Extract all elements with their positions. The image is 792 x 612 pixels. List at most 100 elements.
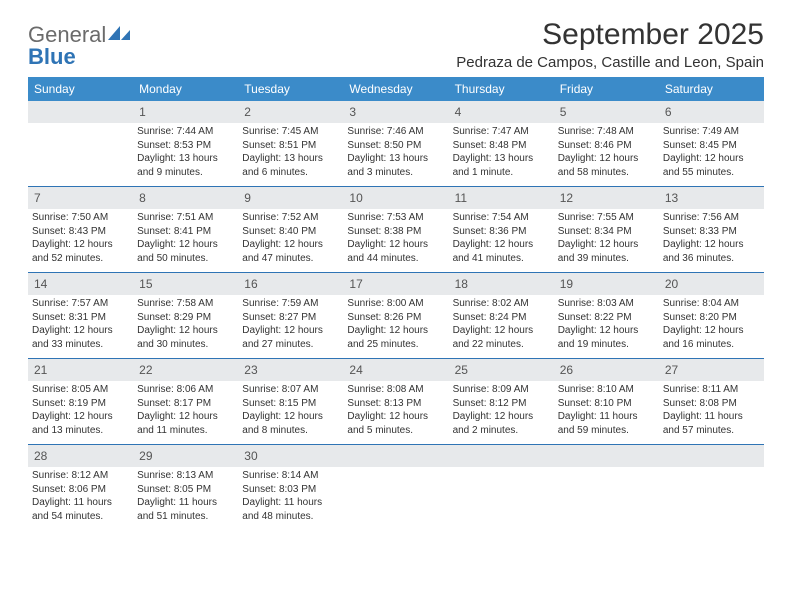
day-body: Sunrise: 7:53 AMSunset: 8:38 PMDaylight:… [347,209,444,265]
sunset-text: Sunset: 8:27 PM [242,311,339,325]
day-number: 3 [349,105,356,119]
day-body: Sunrise: 7:55 AMSunset: 8:34 PMDaylight:… [558,209,655,265]
day-number: 25 [455,363,468,377]
day-body: Sunrise: 8:12 AMSunset: 8:06 PMDaylight:… [32,467,129,523]
sunrise-text: Sunrise: 8:13 AM [137,469,234,483]
day-cell: . [28,101,133,185]
daylight-text: Daylight: 13 hours and 9 minutes. [137,152,234,179]
sunset-text: Sunset: 8:26 PM [347,311,444,325]
sunset-text: Sunset: 8:29 PM [137,311,234,325]
day-number: 1 [139,105,146,119]
sunrise-text: Sunrise: 7:49 AM [663,125,760,139]
day-number: 16 [244,277,257,291]
day-body: Sunrise: 8:03 AMSunset: 8:22 PMDaylight:… [558,295,655,351]
day-number: 28 [34,449,47,463]
logo-sail-icon [106,24,132,42]
weekday-header: Sunday [28,77,133,101]
day-cell: 16 Sunrise: 7:59 AMSunset: 8:27 PMDayligh… [238,273,343,357]
sunrise-text: Sunrise: 7:52 AM [242,211,339,225]
day-number-bar: 13 [659,187,764,209]
day-cell: 27Sunrise: 8:11 AMSunset: 8:08 PMDayligh… [659,359,764,443]
day-cell: 19Sunrise: 8:03 AMSunset: 8:22 PMDayligh… [554,273,659,357]
day-cell: 30 Sunrise: 8:14 AMSunset: 8:03 PMDayligh… [238,445,343,529]
daylight-text: Daylight: 11 hours and 57 minutes. [663,410,760,437]
day-cell: 14Sunrise: 7:57 AMSunset: 8:31 PMDayligh… [28,273,133,357]
day-number-bar: 24 [343,359,448,381]
daylight-text: Daylight: 13 hours and 6 minutes. [242,152,339,179]
day-body: Sunrise: 8:14 AMSunset: 8:03 PMDaylight:… [242,467,339,523]
day-cell: 10 Sunrise: 7:53 AMSunset: 8:38 PMDayligh… [343,187,448,271]
day-number-bar: . [28,101,133,123]
week-row: 7Sunrise: 7:50 AMSunset: 8:43 PMDaylight… [28,187,764,271]
weekday-header: Wednesday [343,77,448,101]
day-cell: 9Sunrise: 7:52 AMSunset: 8:40 PMDaylight… [238,187,343,271]
daylight-text: Daylight: 12 hours and 50 minutes. [137,238,234,265]
daylight-text: Daylight: 12 hours and 5 minutes. [347,410,444,437]
day-number-bar: 27 [659,359,764,381]
day-number: 30 [244,449,257,463]
daylight-text: Daylight: 12 hours and 16 minutes. [663,324,760,351]
day-cell: 6Sunrise: 7:49 AMSunset: 8:45 PMDaylight… [659,101,764,185]
day-number-bar: . [554,445,659,467]
day-body: Sunrise: 7:50 AMSunset: 8:43 PMDaylight:… [32,209,129,265]
day-cell: 22Sunrise: 8:06 AMSunset: 8:17 PMDayligh… [133,359,238,443]
sunrise-text: Sunrise: 7:44 AM [137,125,234,139]
logo: General Blue [28,18,132,68]
sunset-text: Sunset: 8:03 PM [242,483,339,497]
calendar-grid: Sunday Monday Tuesday Wednesday Thursday… [28,77,764,529]
day-number: 15 [139,277,152,291]
day-body: Sunrise: 7:59 AMSunset: 8:27 PMDaylight:… [242,295,339,351]
week-row: 14Sunrise: 7:57 AMSunset: 8:31 PMDayligh… [28,273,764,357]
day-cell: 17Sunrise: 8:00 AMSunset: 8:26 PMDayligh… [343,273,448,357]
day-number-bar: 29 [133,445,238,467]
daylight-text: Daylight: 12 hours and 22 minutes. [453,324,550,351]
day-number-bar: 23 [238,359,343,381]
daylight-text: Daylight: 12 hours and 25 minutes. [347,324,444,351]
day-body: Sunrise: 7:56 AMSunset: 8:33 PMDaylight:… [663,209,760,265]
calendar-page: General Blue September 2025 Pedraza de C… [0,0,792,539]
sunset-text: Sunset: 8:24 PM [453,311,550,325]
daylight-text: Daylight: 12 hours and 30 minutes. [137,324,234,351]
day-body: Sunrise: 8:10 AMSunset: 8:10 PMDaylight:… [558,381,655,437]
sunrise-text: Sunrise: 7:55 AM [558,211,655,225]
sunrise-text: Sunrise: 7:59 AM [242,297,339,311]
daylight-text: Daylight: 12 hours and 36 minutes. [663,238,760,265]
day-number: 26 [560,363,573,377]
day-number-bar: 8 [133,187,238,209]
day-body: Sunrise: 7:44 AMSunset: 8:53 PMDaylight:… [137,123,234,179]
day-body: Sunrise: 8:13 AMSunset: 8:05 PMDaylight:… [137,467,234,523]
day-number-bar: 3 [343,101,448,123]
day-number: 13 [665,191,678,205]
sunset-text: Sunset: 8:46 PM [558,139,655,153]
sunrise-text: Sunrise: 7:53 AM [347,211,444,225]
day-number: 10 [349,191,362,205]
day-number-bar: 28 [28,445,133,467]
day-cell: 12Sunrise: 7:55 AMSunset: 8:34 PMDayligh… [554,187,659,271]
day-cell: 20Sunrise: 8:04 AMSunset: 8:20 PMDayligh… [659,273,764,357]
day-cell: 15Sunrise: 7:58 AMSunset: 8:29 PMDayligh… [133,273,238,357]
day-number-bar: 17 [343,273,448,295]
sunrise-text: Sunrise: 8:10 AM [558,383,655,397]
day-body: Sunrise: 7:54 AMSunset: 8:36 PMDaylight:… [453,209,550,265]
day-cell: 21Sunrise: 8:05 AMSunset: 8:19 PMDayligh… [28,359,133,443]
daylight-text: Daylight: 12 hours and 55 minutes. [663,152,760,179]
sunrise-text: Sunrise: 8:06 AM [137,383,234,397]
sunset-text: Sunset: 8:15 PM [242,397,339,411]
sunset-text: Sunset: 8:53 PM [137,139,234,153]
day-cell: 24Sunrise: 8:08 AMSunset: 8:13 PMDayligh… [343,359,448,443]
day-cell: 23Sunrise: 8:07 AMSunset: 8:15 PMDayligh… [238,359,343,443]
day-number: 23 [244,363,257,377]
day-number-bar: 7 [28,187,133,209]
day-body: Sunrise: 8:08 AMSunset: 8:13 PMDaylight:… [347,381,444,437]
sunset-text: Sunset: 8:10 PM [558,397,655,411]
day-body: Sunrise: 7:47 AMSunset: 8:48 PMDaylight:… [453,123,550,179]
day-body: Sunrise: 8:00 AMSunset: 8:26 PMDaylight:… [347,295,444,351]
sunset-text: Sunset: 8:31 PM [32,311,129,325]
day-number-bar: 1 [133,101,238,123]
day-cell: . [449,445,554,529]
day-cell: . [659,445,764,529]
sunrise-text: Sunrise: 8:14 AM [242,469,339,483]
day-cell: 2Sunrise: 7:45 AMSunset: 8:51 PMDaylight… [238,101,343,185]
daylight-text: Daylight: 12 hours and 33 minutes. [32,324,129,351]
sunrise-text: Sunrise: 7:48 AM [558,125,655,139]
